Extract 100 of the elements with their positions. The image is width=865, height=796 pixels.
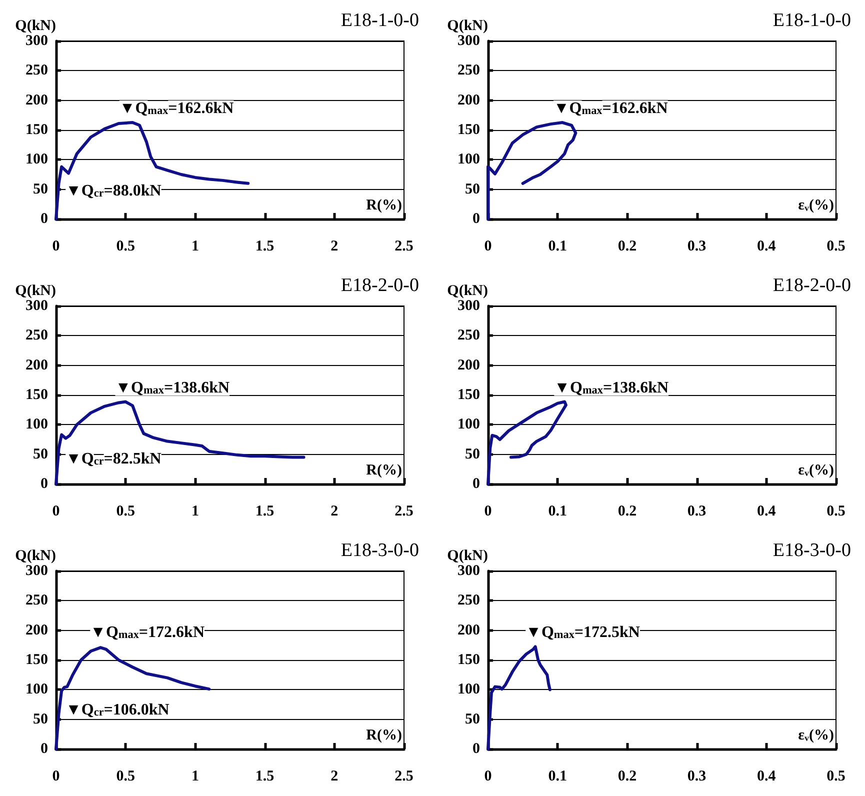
x-tick-label: 2.5 (394, 238, 414, 254)
y-tick-label: 200 (458, 92, 480, 108)
x-tick-label: 0 (484, 238, 492, 254)
x-tick-label: 0.5 (116, 238, 135, 254)
y-tick-label: 300 (458, 33, 480, 49)
y-tick-label: 300 (26, 33, 48, 49)
x-tick-label: 0.3 (687, 238, 706, 254)
annotation: ▼Qmax=138.6kN (115, 379, 230, 396)
x-tick-label: 0 (52, 504, 60, 520)
x-tick-label: 0.5 (116, 768, 135, 784)
x-tick-label: 2.5 (394, 504, 414, 520)
x-tick-label: 0.3 (687, 504, 706, 520)
x-tick-label: 1 (191, 504, 199, 520)
annotation: ▼Qmax=162.6kN (553, 100, 668, 118)
x-tick-label: 0 (484, 504, 492, 520)
x-tick-label: 0 (52, 768, 60, 784)
x-tick-label: 0.4 (757, 504, 776, 520)
y-tick-label: 150 (458, 387, 480, 403)
x-tick-label: 0.1 (548, 238, 567, 254)
y-tick-label: 100 (26, 682, 48, 698)
y-tick-label: 0 (40, 476, 48, 492)
y-tick-label: 150 (458, 652, 480, 668)
line-series (486, 121, 578, 220)
x-tick-label: 0.3 (687, 768, 706, 784)
x-tick-label: 1 (191, 238, 199, 254)
x-axis-title: εᵥ(%) (798, 462, 834, 478)
y-tick-label: 200 (26, 622, 48, 638)
annotation: ▼Qmax=162.6kN (119, 100, 234, 118)
y-tick-label: 300 (26, 298, 48, 314)
annotation: ▼Qmax=172.6kN (90, 624, 205, 642)
y-tick-label: 150 (26, 652, 48, 668)
x-tick-label: 0.2 (618, 504, 637, 520)
y-tick-label: 0 (40, 211, 48, 227)
x-tick-label: 1 (191, 768, 199, 784)
y-tick-label: 0 (472, 211, 480, 227)
y-tick-label: 50 (33, 446, 48, 462)
y-tick-label: 150 (26, 387, 48, 403)
chart-title: E18-3-0-0 (772, 540, 852, 561)
x-tick-label: 0.1 (548, 768, 567, 784)
annotation: ▼Qmax=172.5kN (526, 624, 640, 642)
y-tick-label: 250 (26, 328, 48, 344)
x-tick-label: 0.4 (757, 768, 776, 784)
line-series (54, 121, 250, 220)
x-axis-title: R(%) (366, 198, 402, 214)
y-tick-label: 50 (465, 711, 480, 728)
y-tick-label: 0 (472, 476, 480, 492)
y-tick-label: 50 (33, 711, 48, 728)
y-axis-title: Q(kN) (447, 548, 488, 564)
line-series (486, 645, 552, 750)
y-tick-label: 100 (458, 682, 480, 698)
chart-title: E18-2-0-0 (340, 275, 420, 296)
y-tick-label: 250 (26, 592, 48, 609)
y-axis-title: Q(kN) (15, 18, 56, 34)
x-tick-label: 2 (330, 504, 338, 520)
y-tick-label: 300 (458, 298, 480, 314)
y-tick-label: 250 (26, 62, 48, 79)
y-tick-label: 50 (33, 181, 48, 198)
line-series (54, 646, 211, 750)
line-series (54, 400, 306, 486)
y-tick-label: 200 (26, 357, 48, 374)
x-tick-label: 2 (330, 238, 338, 254)
y-axis-title: Q(kN) (447, 283, 488, 300)
x-tick-label: 0.5 (826, 238, 846, 254)
x-tick-label: 0.1 (548, 504, 567, 520)
chart-title: E18-3-0-0 (340, 540, 420, 561)
y-tick-label: 100 (26, 152, 48, 168)
y-tick-label: 50 (465, 446, 480, 462)
y-tick-label: 50 (465, 181, 480, 198)
y-tick-label: 250 (458, 62, 480, 79)
x-tick-label: 1.5 (255, 238, 274, 254)
y-tick-label: 0 (40, 741, 48, 757)
x-axis-title: εᵥ(%) (798, 728, 834, 744)
y-tick-label: 300 (26, 563, 48, 579)
x-tick-label: 1.5 (255, 504, 274, 520)
line-series (486, 400, 568, 486)
y-tick-label: 150 (458, 122, 480, 138)
y-tick-label: 250 (458, 592, 480, 609)
y-tick-label: 100 (458, 416, 480, 433)
y-tick-label: 100 (458, 152, 480, 168)
chart-title: E18-1-0-0 (340, 10, 420, 31)
y-tick-label: 100 (26, 416, 48, 433)
x-tick-label: 0.5 (826, 768, 846, 784)
annotation: ▼Qcr=82.5kN (66, 450, 162, 468)
x-tick-label: 1.5 (255, 768, 274, 784)
chart-title: E18-1-0-0 (772, 10, 852, 31)
y-tick-label: 250 (458, 328, 480, 344)
annotation: ▼Qcr=88.0kN (66, 182, 162, 200)
y-tick-label: 200 (458, 622, 480, 638)
y-tick-label: 200 (26, 92, 48, 108)
y-tick-label: 200 (458, 357, 480, 374)
x-tick-label: 0 (484, 768, 492, 784)
x-tick-label: 0.2 (618, 768, 637, 784)
y-tick-label: 150 (26, 122, 48, 138)
annotation: ▼Qcr=106.0kN (66, 702, 170, 719)
chart-title: E18-2-0-0 (772, 275, 852, 296)
y-tick-label: 0 (472, 741, 480, 757)
y-axis-title: Q(kN) (15, 283, 56, 300)
y-axis-title: Q(kN) (15, 548, 56, 564)
x-axis-title: R(%) (366, 728, 402, 744)
y-tick-label: 300 (458, 563, 480, 579)
